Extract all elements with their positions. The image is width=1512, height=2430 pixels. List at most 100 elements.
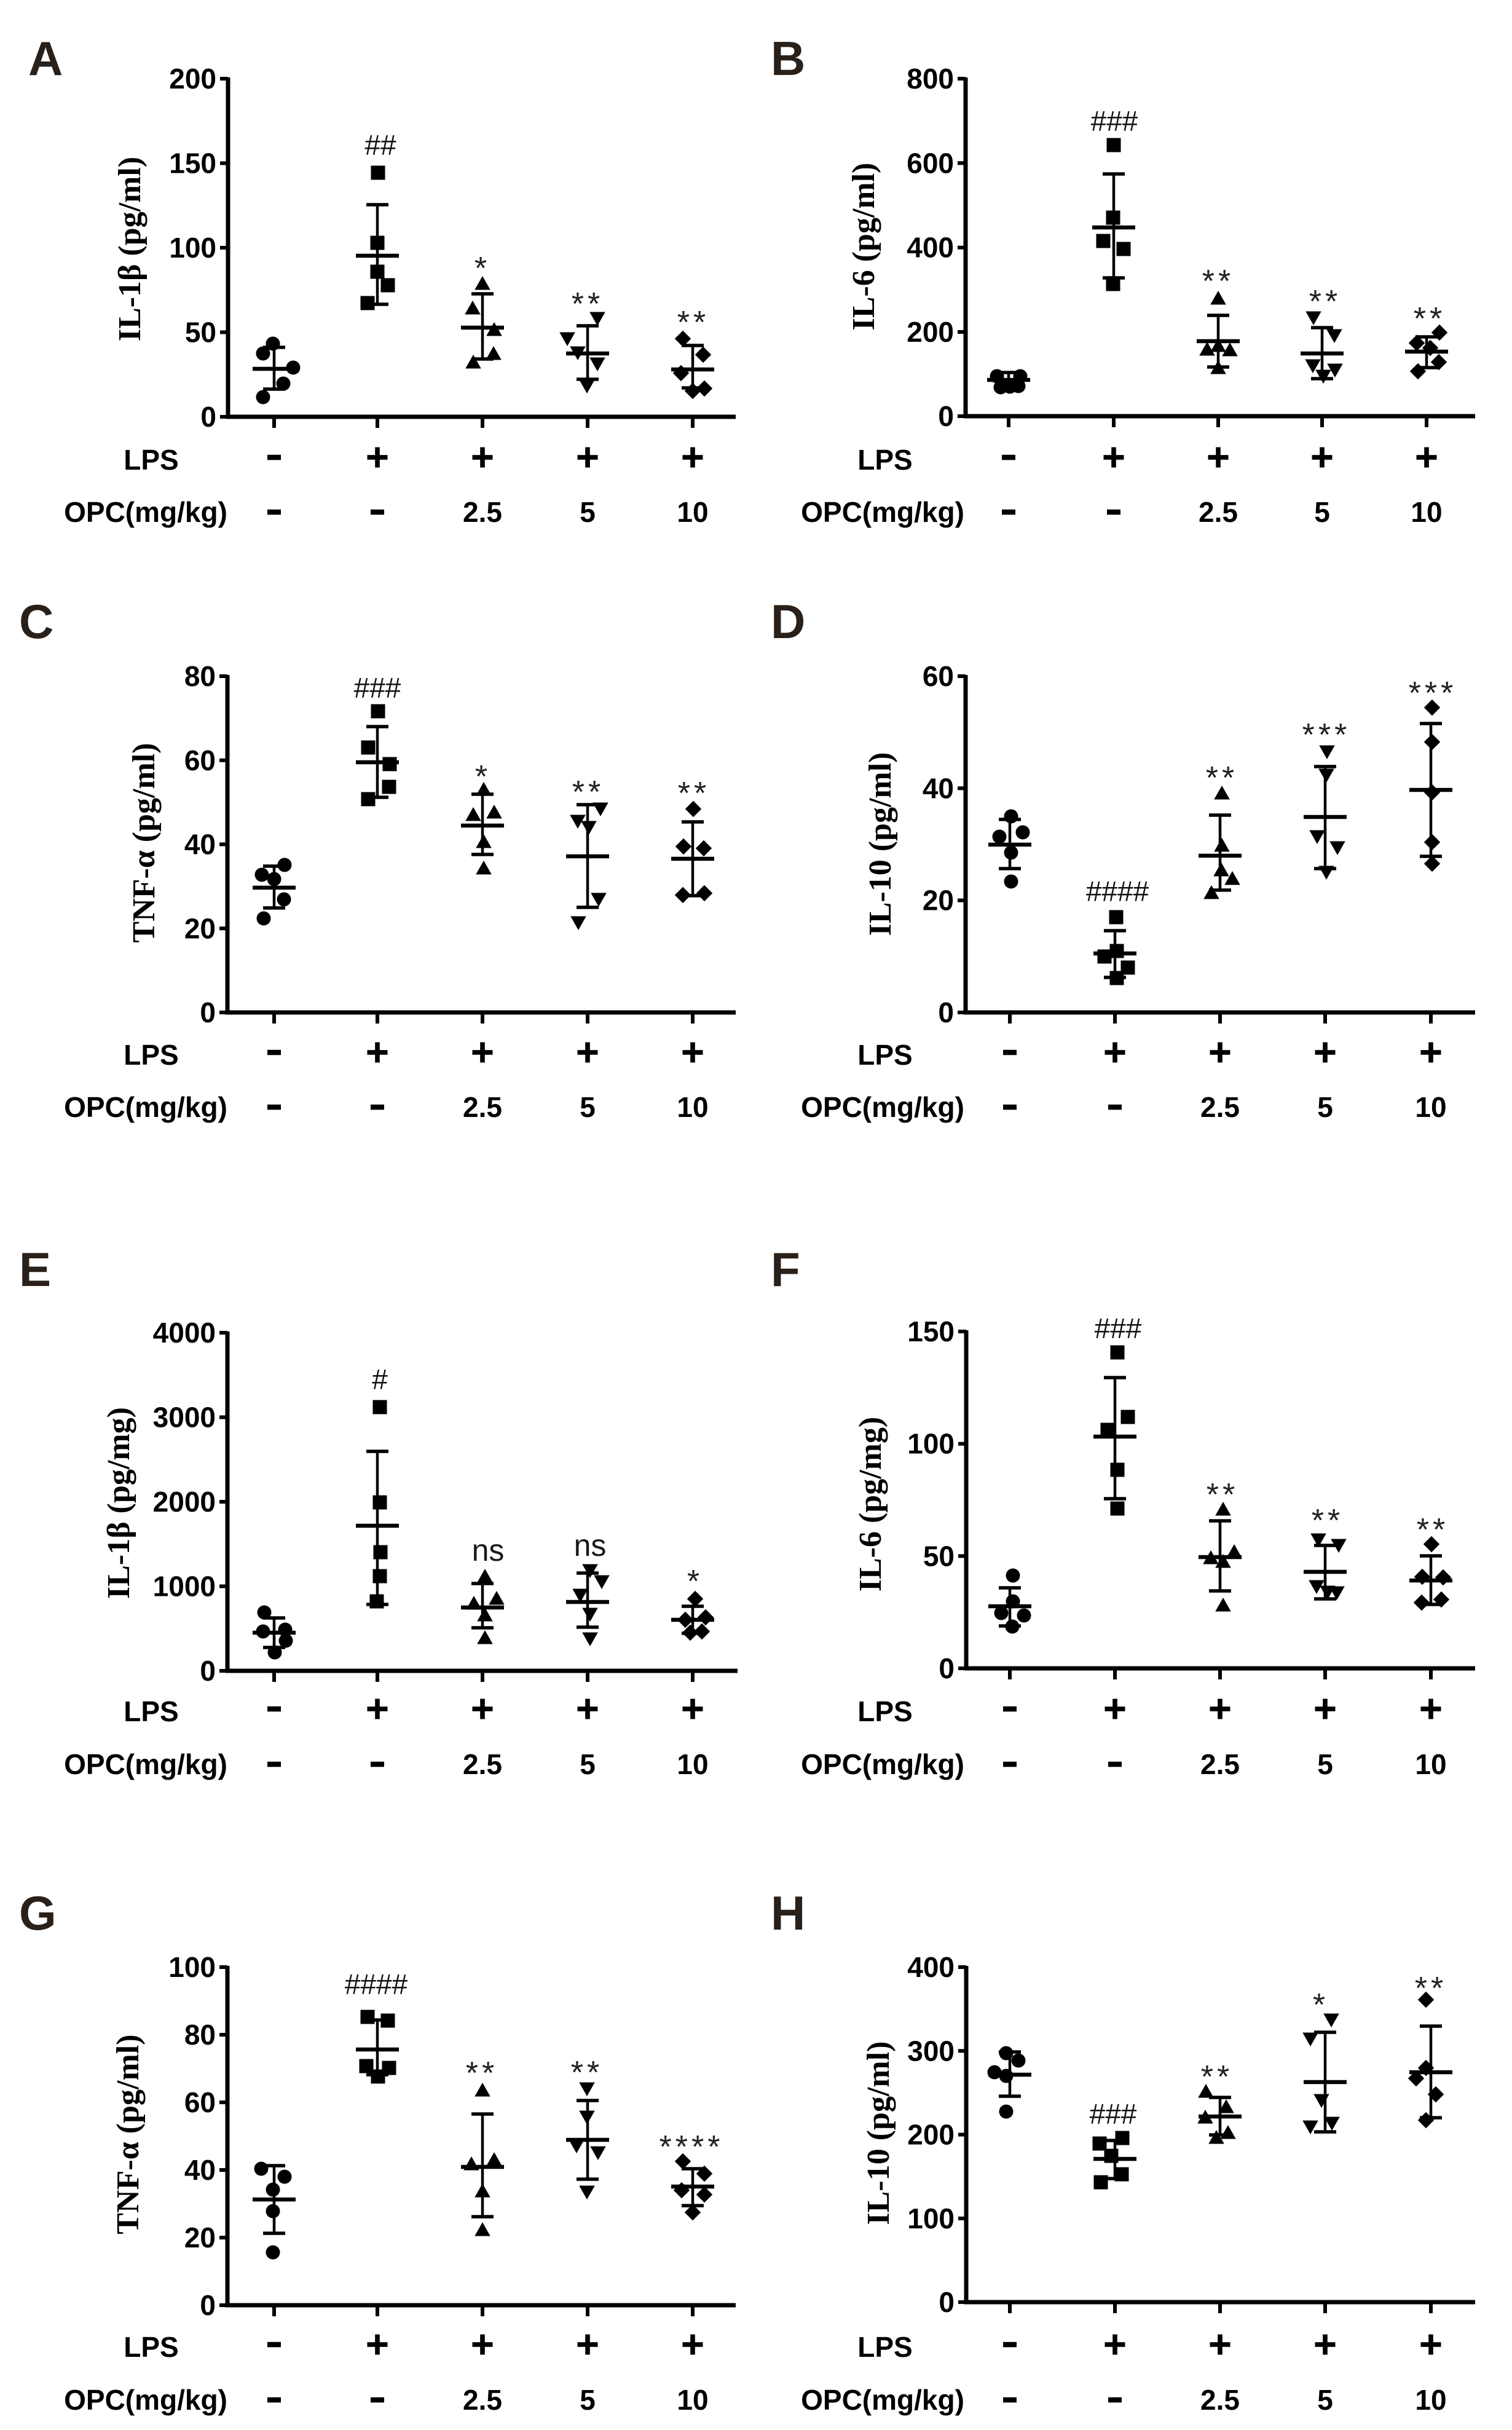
svg-text:###: ### — [1090, 2098, 1137, 2130]
svg-text:3000: 3000 — [153, 1402, 216, 1434]
svg-text:2.5: 2.5 — [463, 1748, 502, 1780]
svg-text:0: 0 — [200, 996, 216, 1028]
svg-text:D: D — [771, 594, 805, 649]
svg-text:IL-10 (pg/ml): IL-10 (pg/ml) — [861, 2041, 896, 2225]
svg-text:60: 60 — [184, 2086, 216, 2118]
svg-text:**: ** — [466, 2056, 498, 2091]
svg-text:**: ** — [1417, 1512, 1449, 1548]
svg-text:150: 150 — [169, 148, 216, 179]
svg-text:C: C — [19, 594, 53, 649]
svg-text:**: ** — [571, 2055, 603, 2091]
svg-text:LPS: LPS — [124, 1039, 178, 1071]
svg-text:LPS: LPS — [124, 1695, 178, 1727]
svg-text:100: 100 — [907, 1428, 955, 1460]
svg-text:20: 20 — [184, 912, 216, 944]
svg-text:200: 200 — [169, 63, 216, 95]
svg-text:**: ** — [1207, 1477, 1238, 1513]
svg-text:ns: ns — [574, 1528, 607, 1563]
svg-text:OPC(mg/kg): OPC(mg/kg) — [64, 1748, 227, 1780]
svg-text:LPS: LPS — [857, 1695, 912, 1727]
svg-text:2.5: 2.5 — [463, 1091, 502, 1123]
svg-text:IL-1β (pg/mg): IL-1β (pg/mg) — [101, 1407, 136, 1599]
svg-text:####: #### — [345, 1968, 408, 2000]
svg-text:***: *** — [1409, 676, 1457, 711]
svg-text:800: 800 — [907, 63, 954, 95]
svg-text:**: ** — [572, 286, 604, 322]
svg-text:*: * — [687, 1564, 703, 1600]
svg-text:60: 60 — [184, 744, 216, 776]
svg-text:IL-6 (pg/ml): IL-6 (pg/ml) — [846, 163, 881, 331]
svg-text:5: 5 — [580, 1091, 596, 1123]
svg-text:**: ** — [678, 776, 710, 811]
svg-text:80: 80 — [184, 2019, 216, 2051]
svg-text:H: H — [771, 1886, 805, 1940]
svg-text:###: ### — [1095, 1312, 1142, 1344]
svg-text:5: 5 — [1314, 496, 1330, 528]
svg-text:300: 300 — [907, 2035, 955, 2067]
svg-text:0: 0 — [200, 401, 216, 433]
svg-text:OPC(mg/kg): OPC(mg/kg) — [801, 496, 964, 528]
svg-text:LPS: LPS — [857, 444, 912, 476]
svg-text:**: ** — [1206, 760, 1238, 796]
svg-text:0: 0 — [938, 996, 954, 1028]
svg-text:**: ** — [572, 775, 604, 810]
svg-text:OPC(mg/kg): OPC(mg/kg) — [64, 496, 227, 528]
svg-text:40: 40 — [923, 772, 954, 804]
svg-text:60: 60 — [923, 660, 954, 692]
svg-text:2000: 2000 — [153, 1486, 216, 1518]
svg-text:100: 100 — [168, 1951, 216, 1983]
svg-text:A: A — [28, 31, 63, 85]
svg-text:**: ** — [1414, 301, 1446, 337]
svg-text:***: *** — [1302, 717, 1351, 753]
svg-text:2.5: 2.5 — [1200, 2384, 1240, 2416]
svg-text:LPS: LPS — [857, 1039, 912, 1071]
svg-text:###: ### — [1091, 105, 1138, 137]
svg-text:10: 10 — [1415, 1748, 1446, 1780]
svg-text:80: 80 — [184, 660, 216, 692]
svg-text:ns: ns — [472, 1533, 505, 1568]
svg-text:10: 10 — [677, 496, 708, 528]
svg-text:*: * — [475, 759, 491, 795]
svg-text:*: * — [1313, 1987, 1329, 2023]
svg-text:2.5: 2.5 — [463, 2384, 502, 2416]
svg-text:2.5: 2.5 — [1200, 1091, 1240, 1123]
svg-text:50: 50 — [923, 1540, 955, 1572]
svg-text:F: F — [771, 1242, 800, 1296]
svg-text:20: 20 — [184, 2222, 216, 2254]
svg-text:LPS: LPS — [124, 2331, 178, 2363]
svg-text:4000: 4000 — [153, 1317, 216, 1349]
svg-text:TNF-α (pg/ml): TNF-α (pg/ml) — [127, 743, 162, 942]
svg-text:G: G — [19, 1886, 57, 1940]
svg-text:10: 10 — [677, 2384, 708, 2416]
svg-text:**: ** — [1201, 2059, 1233, 2095]
svg-text:150: 150 — [907, 1316, 955, 1347]
svg-text:200: 200 — [907, 2119, 955, 2151]
svg-text:20: 20 — [923, 885, 954, 917]
svg-text:**: ** — [1312, 1503, 1344, 1539]
svg-text:2.5: 2.5 — [1200, 1748, 1240, 1780]
svg-text:*: * — [474, 251, 490, 286]
svg-text:5: 5 — [1317, 1748, 1333, 1780]
svg-text:400: 400 — [907, 1951, 955, 1983]
svg-text:**: ** — [677, 305, 709, 341]
svg-text:####: #### — [1086, 875, 1149, 907]
svg-text:**: ** — [1202, 264, 1234, 299]
svg-text:10: 10 — [677, 1091, 708, 1123]
svg-text:5: 5 — [580, 1748, 596, 1780]
svg-text:**: ** — [1309, 284, 1341, 320]
svg-text:LPS: LPS — [857, 2331, 912, 2363]
svg-text:IL-10 (pg/ml): IL-10 (pg/ml) — [863, 752, 898, 936]
svg-text:0: 0 — [200, 1655, 216, 1687]
svg-text:0: 0 — [939, 2286, 955, 2318]
svg-text:100: 100 — [907, 2203, 955, 2235]
svg-text:**: ** — [1415, 1971, 1447, 2006]
svg-text:50: 50 — [185, 317, 216, 349]
svg-text:0: 0 — [939, 1652, 955, 1684]
svg-text:OPC(mg/kg): OPC(mg/kg) — [64, 1091, 227, 1123]
svg-text:2.5: 2.5 — [463, 496, 502, 528]
svg-text:OPC(mg/kg): OPC(mg/kg) — [64, 2384, 227, 2416]
svg-text:OPC(mg/kg): OPC(mg/kg) — [801, 2384, 964, 2416]
svg-text:TNF-α (pg/ml): TNF-α (pg/ml) — [111, 2034, 146, 2234]
svg-text:5: 5 — [580, 2384, 596, 2416]
svg-text:10: 10 — [1415, 2384, 1446, 2416]
